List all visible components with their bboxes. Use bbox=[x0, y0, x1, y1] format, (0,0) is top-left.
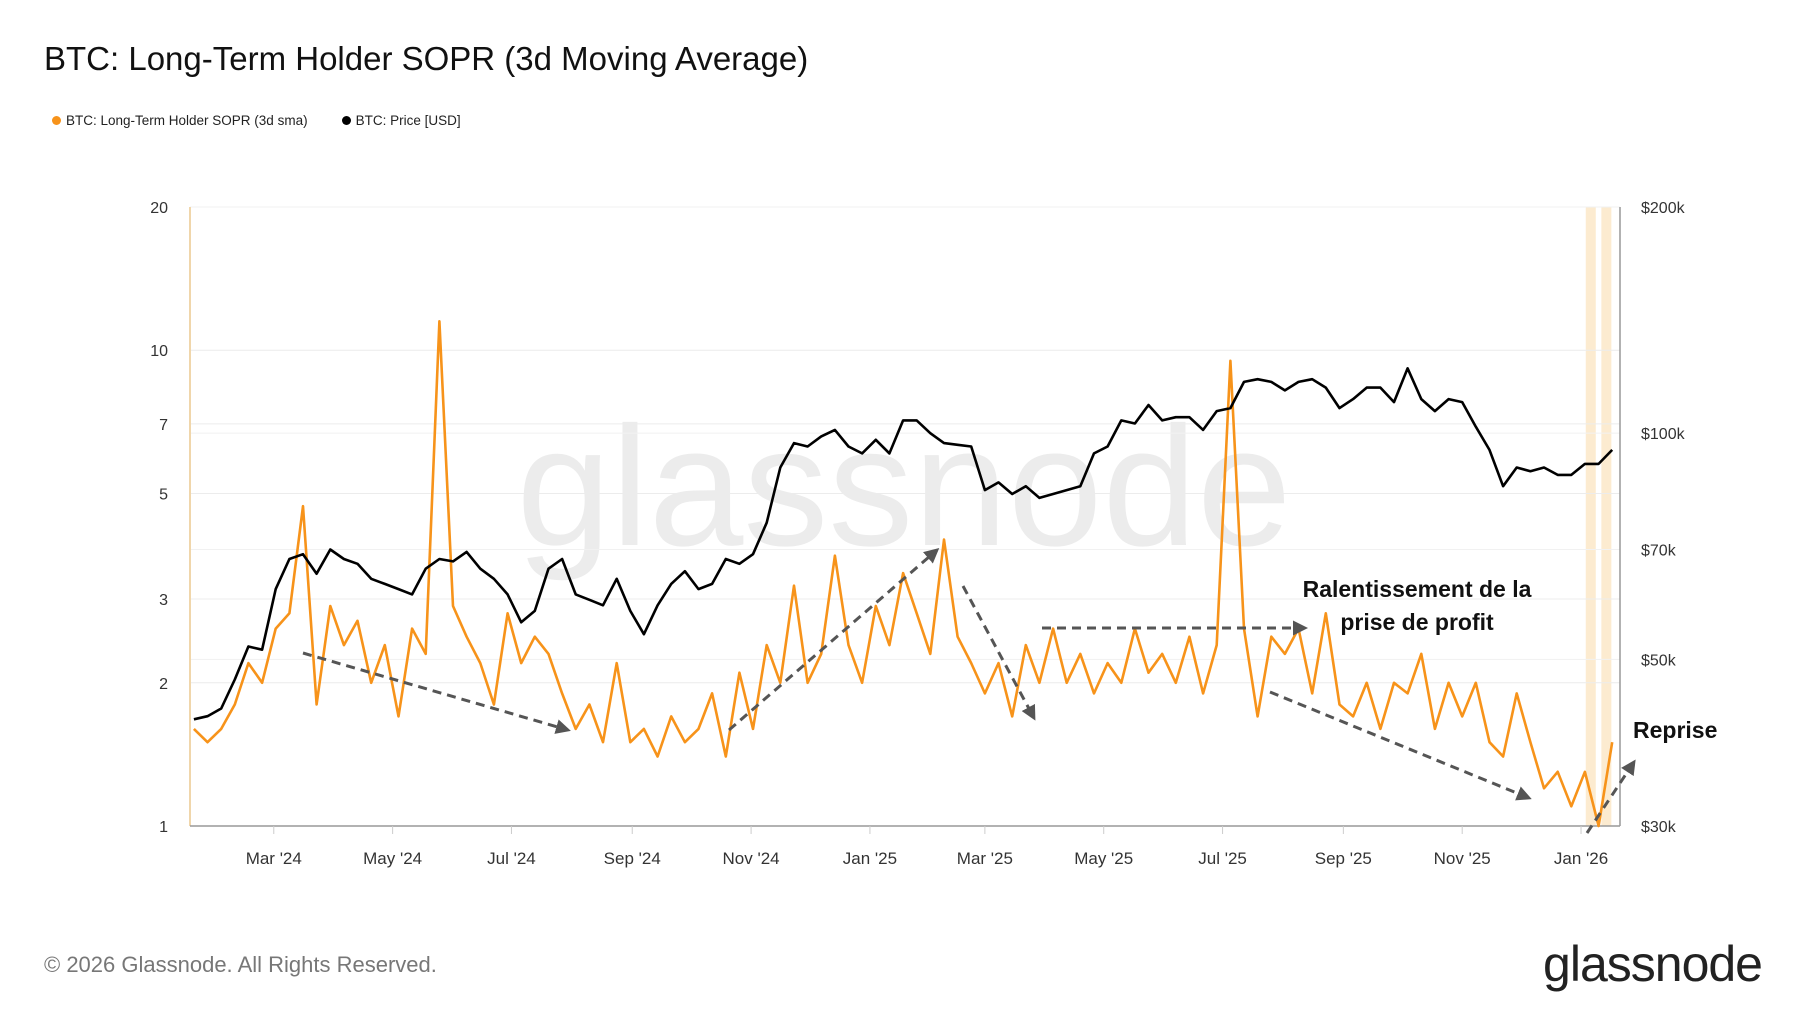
legend: BTC: Long-Term Holder SOPR (3d sma) BTC:… bbox=[52, 113, 461, 128]
glassnode-logo[interactable]: glassnode bbox=[1543, 936, 1763, 992]
legend-item-sopr[interactable]: BTC: Long-Term Holder SOPR (3d sma) bbox=[52, 113, 308, 128]
copyright: © 2026 Glassnode. All Rights Reserved. bbox=[44, 952, 437, 977]
y-left-tick-label: 10 bbox=[150, 343, 168, 360]
y-right-tick-label: $200k bbox=[1641, 200, 1686, 217]
trend-arrow bbox=[302, 651, 571, 734]
legend-label-price: BTC: Price [USD] bbox=[355, 113, 461, 128]
highlight-band bbox=[1601, 207, 1612, 826]
x-tick-label: Jul '24 bbox=[487, 849, 536, 868]
sopr-line bbox=[192, 319, 1614, 828]
price-line bbox=[193, 366, 1614, 721]
y-left-tick-label: 20 bbox=[150, 200, 168, 217]
x-tick-label: Mar '24 bbox=[246, 849, 302, 868]
y-right-tick-label: $100k bbox=[1641, 426, 1686, 443]
x-tick-label: Nov '25 bbox=[1434, 849, 1491, 868]
y-right-tick-label: $30k bbox=[1641, 819, 1677, 836]
x-tick-label: Jul '25 bbox=[1198, 849, 1247, 868]
chart-title: BTC: Long-Term Holder SOPR (3d Moving Av… bbox=[44, 40, 809, 77]
x-tick-label: May '25 bbox=[1074, 849, 1133, 868]
annotation-profit-taking-slowdown-line1: Ralentissement de la bbox=[1303, 576, 1532, 602]
x-tick-label: Jan '26 bbox=[1554, 849, 1608, 868]
y-left-tick-label: 1 bbox=[159, 819, 168, 836]
highlight-band bbox=[1585, 207, 1596, 826]
trend-arrow bbox=[1269, 690, 1532, 801]
x-tick-label: Sep '24 bbox=[604, 849, 661, 868]
x-tick-label: Mar '25 bbox=[957, 849, 1013, 868]
x-tick-label: May '24 bbox=[363, 849, 422, 868]
legend-label-sopr: BTC: Long-Term Holder SOPR (3d sma) bbox=[66, 113, 308, 128]
y-right-tick-label: $70k bbox=[1641, 543, 1677, 560]
legend-dot-sopr bbox=[52, 116, 61, 125]
x-tick-label: Nov '24 bbox=[723, 849, 780, 868]
legend-item-price[interactable]: BTC: Price [USD] bbox=[341, 113, 461, 128]
trend-arrow bbox=[728, 548, 940, 732]
trend-arrow bbox=[961, 585, 1036, 721]
y-left-tick-label: 7 bbox=[159, 417, 168, 434]
y-left-tick-label: 5 bbox=[159, 486, 168, 503]
x-tick-label: Jan '25 bbox=[843, 849, 897, 868]
annotation-profit-taking-slowdown-line2: prise de profit bbox=[1340, 609, 1494, 635]
y-left-tick-label: 3 bbox=[159, 592, 168, 609]
legend-dot-price bbox=[341, 116, 351, 125]
y-left-tick-label: 2 bbox=[159, 676, 168, 693]
annotation-recovery: Reprise bbox=[1633, 717, 1717, 743]
x-tick-label: Sep '25 bbox=[1315, 849, 1372, 868]
y-right-tick-label: $50k bbox=[1641, 652, 1677, 669]
